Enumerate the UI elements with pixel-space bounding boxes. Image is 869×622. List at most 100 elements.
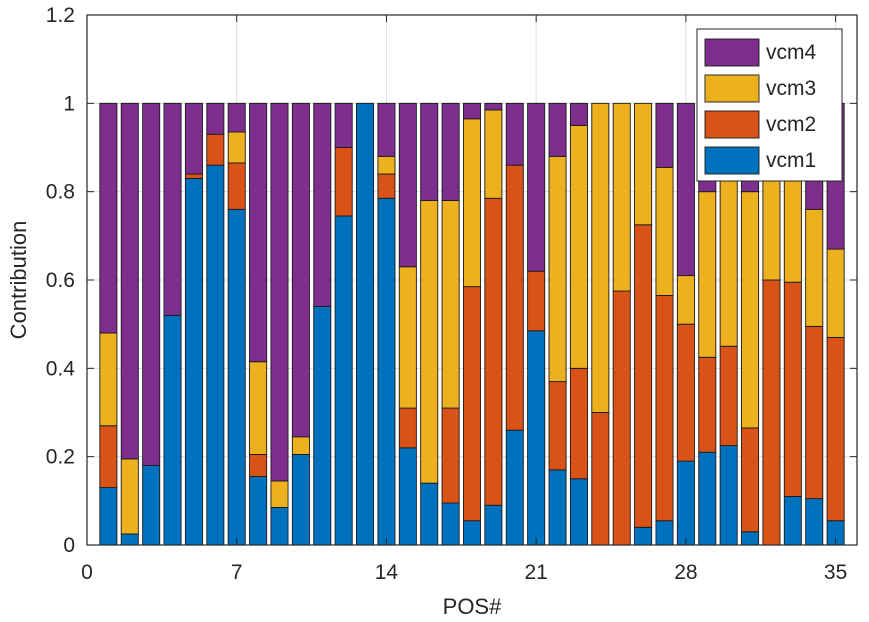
bar-vcm3-pos-31 [741,191,760,429]
bar-vcm1-pos-14 [377,197,396,546]
bar-vcm4-pos-4 [163,102,182,316]
x-tick-label: 28 [674,561,697,584]
bar-vcm1-pos-23 [569,478,588,546]
bar-vcm4-pos-10 [291,102,310,438]
bar-vcm2-pos-20 [505,164,524,431]
bar-vcm2-pos-23 [569,367,588,480]
bar-vcm1-pos-13 [356,102,375,546]
bar-vcm2-pos-8 [249,454,268,477]
bar-vcm1-pos-22 [548,469,567,546]
bar-vcm2-pos-30 [719,345,738,447]
bar-vcm2-pos-19 [484,197,503,506]
bar-vcm3-pos-7 [227,131,246,164]
bar-vcm4-pos-1 [99,102,118,334]
bar-vcm2-pos-34 [805,325,824,500]
legend-label-vcm3: vcm3 [766,77,816,100]
bar-vcm1-pos-21 [527,330,546,546]
bar-vcm3-pos-18 [462,118,482,288]
bar-vcm2-pos-27 [655,295,674,522]
legend-label-vcm4: vcm4 [766,41,816,64]
bar-vcm3-pos-24 [591,102,610,413]
y-tick-label: 1 [63,92,75,115]
bar-vcm2-pos-22 [548,381,567,471]
y-tick-label: 0.2 [46,446,75,469]
bar-vcm1-pos-1 [99,487,118,546]
y-tick-label: 1.2 [46,4,75,27]
bar-vcm3-pos-19 [484,109,503,199]
bar-vcm4-pos-15 [398,102,417,268]
bar-vcm4-pos-16 [420,102,439,201]
bar-vcm4-pos-6 [206,102,225,135]
bar-vcm1-pos-15 [398,447,417,546]
bar-vcm1-pos-6 [206,164,225,546]
bar-vcm1-pos-9 [270,507,289,546]
bar-vcm1-pos-10 [291,454,310,546]
x-tick-label: 21 [524,561,547,584]
bar-vcm2-pos-1 [99,425,118,489]
x-tick-labels: 0 7 14 21 28 35 [81,561,847,584]
bar-vcm1-pos-34 [805,498,824,546]
bar-vcm2-pos-33 [783,281,802,497]
bar-vcm1-pos-3 [142,465,161,546]
bar-vcm3-pos-22 [548,155,567,383]
bar-vcm2-pos-26 [634,224,653,528]
bar-vcm2-pos-15 [398,407,417,449]
bar-vcm4-pos-11 [313,102,332,307]
bar-vcm4-pos-14 [377,102,396,157]
bar-vcm4-pos-18 [462,102,482,120]
y-tick-label: 0.4 [46,357,76,380]
bar-vcm2-pos-24 [591,412,610,546]
bar-vcm3-pos-28 [676,275,695,325]
bar-vcm3-pos-34 [805,208,824,327]
tick-marks [86,14,857,546]
y-tick-label: 0.6 [46,269,75,292]
bar-vcm2-pos-28 [676,323,695,462]
bar-vcm3-pos-35 [826,248,845,338]
legend: vcm4 vcm3 vcm2 vcm1 [696,28,843,182]
bar-vcm4-pos-8 [249,102,268,363]
bar-vcm3-pos-17 [441,200,460,409]
bar-vcm4-pos-20 [505,102,524,166]
bar-vcm2-pos-18 [462,286,482,522]
bar-vcm1-pos-2 [120,533,139,546]
bar-vcm2-pos-12 [334,147,353,217]
bar-vcm3-pos-10 [291,436,310,455]
bar-vcm3-pos-23 [569,124,588,369]
bar-vcm2-pos-31 [741,427,760,533]
bar-vcm1-pos-26 [634,526,653,546]
bar-vcm4-pos-21 [527,102,546,272]
bar-vcm3-pos-27 [655,166,674,296]
bar-vcm4-pos-17 [441,102,460,201]
y-tick-labels: 0 0.2 0.4 0.6 0.8 1 1.2 [46,4,76,557]
bar-vcm1-pos-20 [505,429,524,546]
legend-swatch-vcm3 [704,74,760,103]
bar-vcm1-pos-33 [783,495,802,546]
x-tick-label: 0 [81,561,93,584]
bar-vcm2-pos-32 [762,279,781,546]
bar-vcm3-pos-9 [270,480,289,508]
bar-vcm3-pos-29 [698,191,717,358]
bar-vcm2-pos-25 [612,290,631,546]
bar-vcm1-pos-18 [462,520,482,546]
bar-vcm3-pos-2 [120,458,139,535]
bar-vcm1-pos-28 [676,460,695,546]
bar-vcm2-pos-7 [227,162,246,210]
bar-vcm3-pos-26 [634,102,653,226]
bar-vcm1-pos-4 [163,314,182,546]
bar-vcm4-pos-28 [676,102,695,277]
bar-vcm1-pos-31 [741,531,760,546]
bar-vcm4-pos-23 [569,102,588,126]
legend-swatch-vcm4 [704,38,760,67]
bar-vcm3-pos-16 [420,200,439,484]
bar-vcm2-pos-29 [698,356,717,453]
bar-vcm3-pos-14 [377,155,396,175]
bar-vcm1-pos-12 [334,215,353,546]
bar-vcm4-pos-27 [655,102,674,168]
bar-vcm2-pos-6 [206,133,225,166]
x-tick-label: 7 [231,561,243,584]
bar-vcm4-pos-19 [484,102,503,111]
bar-vcm1-pos-17 [441,502,460,546]
bar-vcm2-pos-35 [826,336,845,522]
y-tick-label: 0.8 [46,181,75,204]
